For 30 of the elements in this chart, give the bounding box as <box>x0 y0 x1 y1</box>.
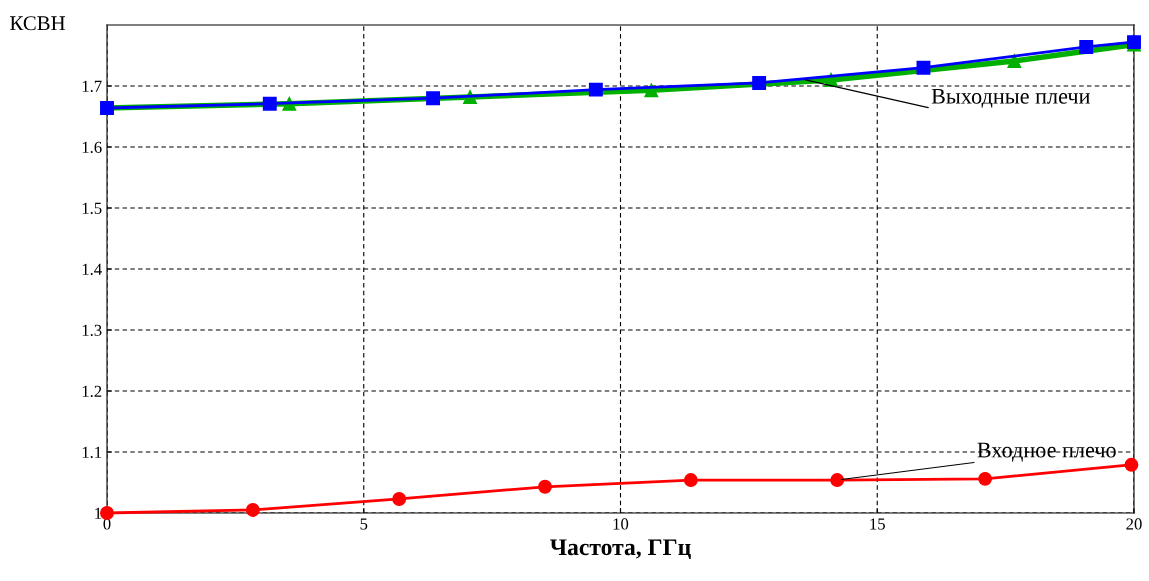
y-tick-label: 1.5 <box>82 202 102 215</box>
point <box>916 60 931 75</box>
point <box>683 473 698 488</box>
point <box>830 473 845 488</box>
y-tick-label: 1 <box>95 507 102 519</box>
point <box>978 471 993 486</box>
point <box>262 96 277 111</box>
point <box>245 503 260 517</box>
x-axis-title: Частота, ГГц <box>550 539 691 560</box>
annotation: Входное плечо <box>977 442 1116 462</box>
y-tick-label: 1.1 <box>82 446 102 459</box>
y-axis-title: КСВН <box>10 16 66 31</box>
y-tick-label: 1.2 <box>82 385 102 398</box>
y-tick-label: 1.7 <box>82 80 102 93</box>
y-tick-label: 1.4 <box>82 263 102 276</box>
point <box>1079 40 1094 54</box>
point <box>588 82 603 97</box>
point <box>392 492 407 506</box>
x-tick-label: 5 <box>360 518 368 530</box>
point <box>1124 457 1139 472</box>
y-tick-label: 1.3 <box>82 324 102 337</box>
y-tick-label: 1.6 <box>82 141 102 154</box>
point <box>426 91 441 106</box>
annotation: Выходные плечи <box>931 88 1090 108</box>
point <box>1007 54 1022 68</box>
x-tick-label: 15 <box>870 518 885 530</box>
point <box>538 479 552 494</box>
x-tick-label: 20 <box>1126 518 1142 530</box>
x-tick-label: 10 <box>613 518 629 530</box>
point <box>752 76 767 90</box>
